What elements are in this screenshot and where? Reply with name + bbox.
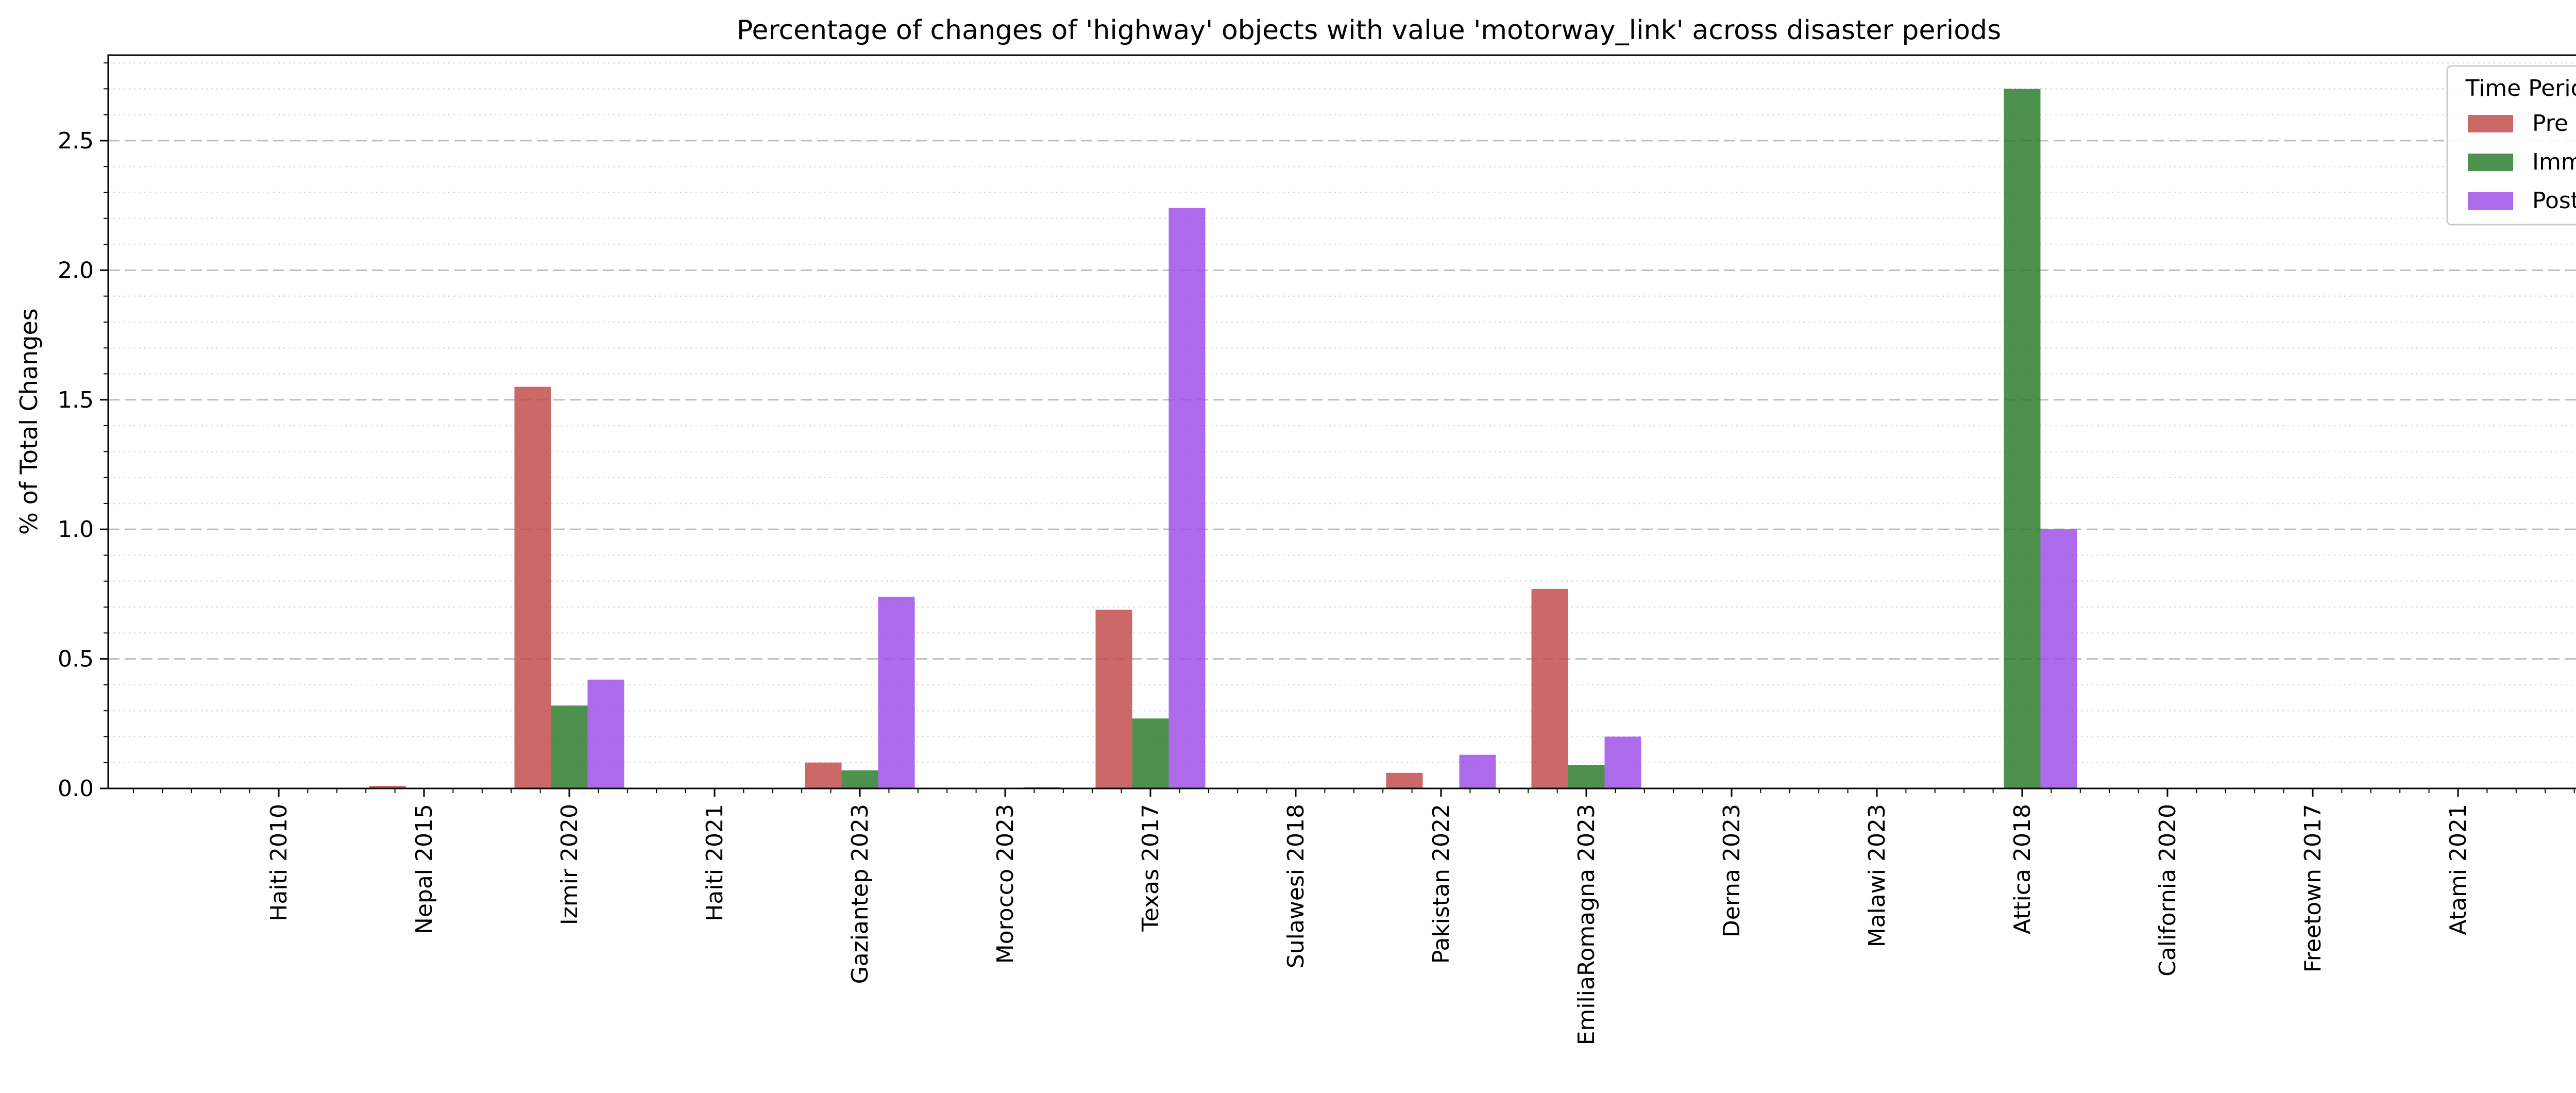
plot-frame [107, 54, 2576, 789]
bar-imm [1568, 765, 1605, 788]
legend-label-imm: Imm [2532, 149, 2576, 175]
x-tick-label: Sulawesi 2018 [1283, 804, 1309, 968]
y-tick-label: 0.0 [58, 776, 94, 802]
x-tick-label: Gaziantep 2023 [847, 804, 873, 984]
legend-label-pre: Pre [2532, 110, 2568, 137]
legend-swatch-post [2468, 192, 2513, 210]
bar-pre [805, 762, 842, 788]
y-tick-label: 0.5 [58, 646, 94, 672]
bar-post [1604, 736, 1641, 788]
x-tick-label: Haiti 2021 [702, 804, 728, 921]
y-tick-label: 1.0 [58, 516, 94, 543]
x-tick-label: EmiliaRomagna 2023 [1573, 804, 1600, 1045]
bar-imm [2004, 89, 2041, 789]
x-tick-label: Texas 2017 [1138, 804, 1164, 932]
bar-pre [369, 785, 406, 788]
chart-title: Percentage of changes of 'highway' objec… [737, 15, 2001, 46]
bar-imm [1132, 718, 1169, 788]
x-tick-label: Malawi 2023 [1864, 804, 1890, 947]
bar-post [1168, 208, 1206, 788]
legend: Time Period Pre Imm Post [2446, 65, 2576, 226]
bar-post [1459, 754, 1496, 788]
bar-post [587, 679, 624, 788]
bar-pre [514, 386, 551, 788]
x-tick-label: Haiti 2010 [266, 804, 292, 921]
grid [108, 62, 2576, 763]
bar-pre [1386, 772, 1423, 788]
labels: Percentage of changes of 'highway' objec… [15, 15, 2471, 1045]
y-axis-label: % of Total Changes [15, 308, 43, 534]
bar-imm [841, 770, 878, 788]
x-tick-label: Izmir 2020 [556, 804, 583, 925]
y-tick-label: 2.0 [58, 257, 94, 283]
legend-box [2446, 65, 2576, 226]
y-tick-label: 1.5 [58, 387, 94, 413]
bar-post [2040, 529, 2077, 788]
x-tick-label: Morocco 2023 [992, 804, 1019, 964]
x-tick-label: Atami 2021 [2445, 804, 2471, 935]
bars [369, 89, 2077, 789]
x-tick-label: Nepal 2015 [411, 804, 437, 934]
axes [100, 54, 2576, 797]
bar-pre [1531, 588, 1568, 788]
y-tick-label: 2.5 [58, 128, 94, 154]
legend-swatch-pre [2468, 115, 2513, 132]
x-tick-label: Pakistan 2022 [1428, 804, 1454, 964]
x-tick-label: Attica 2018 [2009, 804, 2036, 934]
x-tick-label: California 2020 [2155, 804, 2181, 977]
legend-swatch-imm [2468, 154, 2513, 171]
x-tick-label: Freetown 2017 [2300, 804, 2326, 972]
bar-imm [551, 705, 588, 788]
legend-title: Time Period [2465, 75, 2576, 102]
x-tick-label: Derna 2023 [1719, 804, 1745, 937]
bar-pre [1095, 610, 1132, 788]
legend-label-post: Post [2532, 188, 2576, 214]
bar-post [878, 596, 915, 788]
